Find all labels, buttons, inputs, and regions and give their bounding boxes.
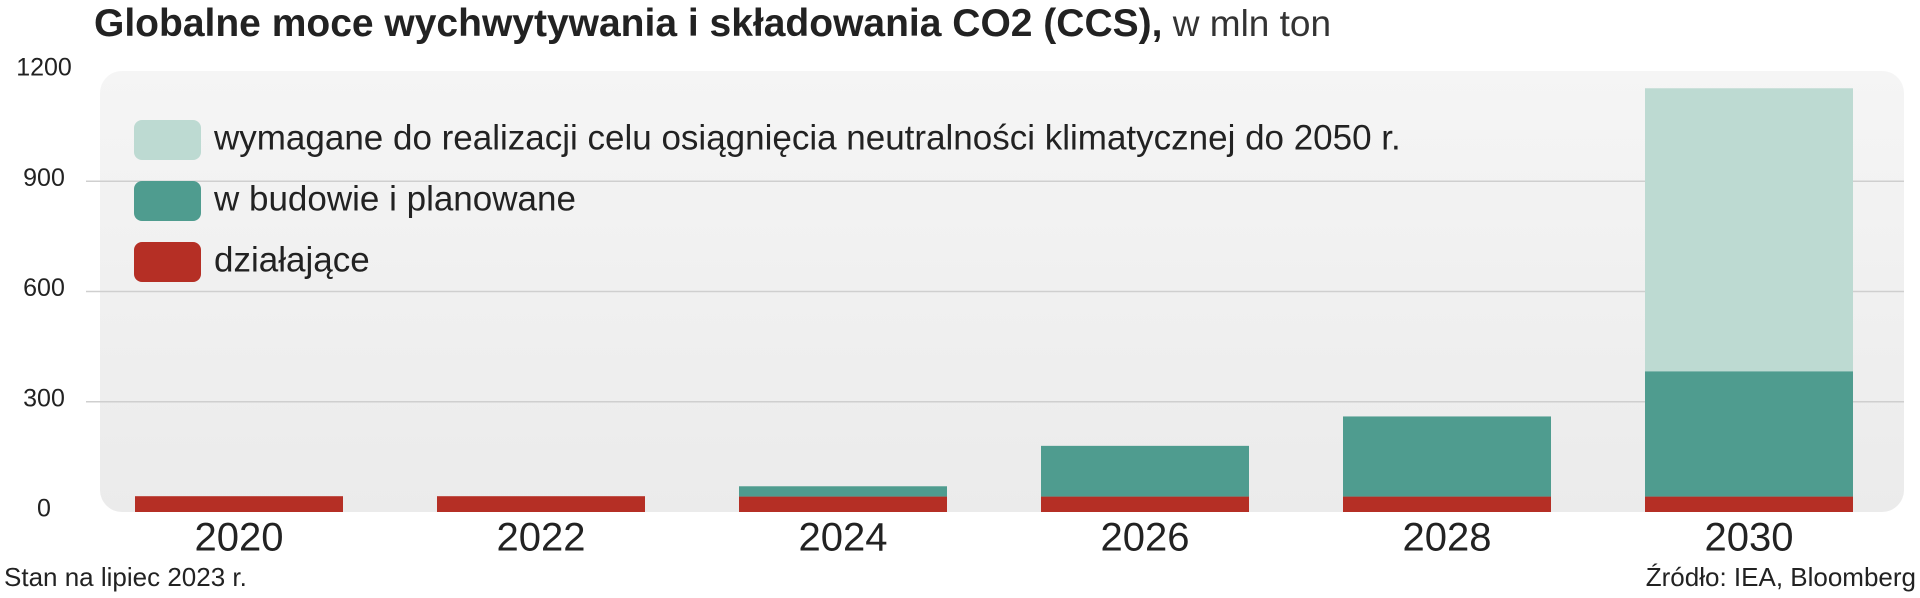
bar-segment	[1645, 88, 1853, 372]
bar-segment	[739, 486, 947, 497]
x-tick-label: 2022	[497, 516, 586, 560]
bar-segment	[739, 496, 947, 512]
y-tick-label: 300	[23, 384, 65, 412]
legend-label: działające	[214, 240, 370, 279]
x-tick-label: 2024	[799, 516, 888, 560]
bar-segment	[1645, 371, 1853, 497]
note: Stan na lipiec 2023 r.	[4, 562, 247, 592]
source: Źródło: IEA, Bloomberg	[1646, 562, 1916, 592]
bar-segment	[1343, 416, 1551, 497]
y-tick-label: 0	[37, 495, 51, 523]
legend-swatch	[134, 181, 201, 221]
legend-swatch	[134, 120, 201, 160]
chart-title: Globalne moce wychwytywania i składowani…	[94, 2, 1331, 45]
bar-segment	[135, 496, 343, 512]
bar-segment	[437, 496, 645, 512]
title-unit: w mln ton	[1162, 3, 1331, 44]
bar-segment	[1343, 496, 1551, 512]
legend-swatch	[134, 242, 201, 282]
x-tick-label: 2028	[1403, 516, 1492, 560]
x-tick-label: 2026	[1101, 516, 1190, 560]
bar-segment	[1645, 496, 1853, 512]
bar-segment	[1041, 445, 1249, 497]
x-tick-label: 2030	[1705, 516, 1794, 560]
x-tick-label: 2020	[195, 516, 284, 560]
y-tick-label: 900	[23, 164, 65, 192]
legend-label: wymagane do realizacji celu osiągnięcia …	[213, 118, 1401, 157]
y-tick-label: 600	[23, 274, 65, 302]
legend-label: w budowie i planowane	[213, 179, 576, 218]
title-main: Globalne moce wychwytywania i składowani…	[94, 2, 1162, 45]
y-tick-label: 1200	[16, 54, 72, 82]
bar-segment	[1041, 496, 1249, 512]
